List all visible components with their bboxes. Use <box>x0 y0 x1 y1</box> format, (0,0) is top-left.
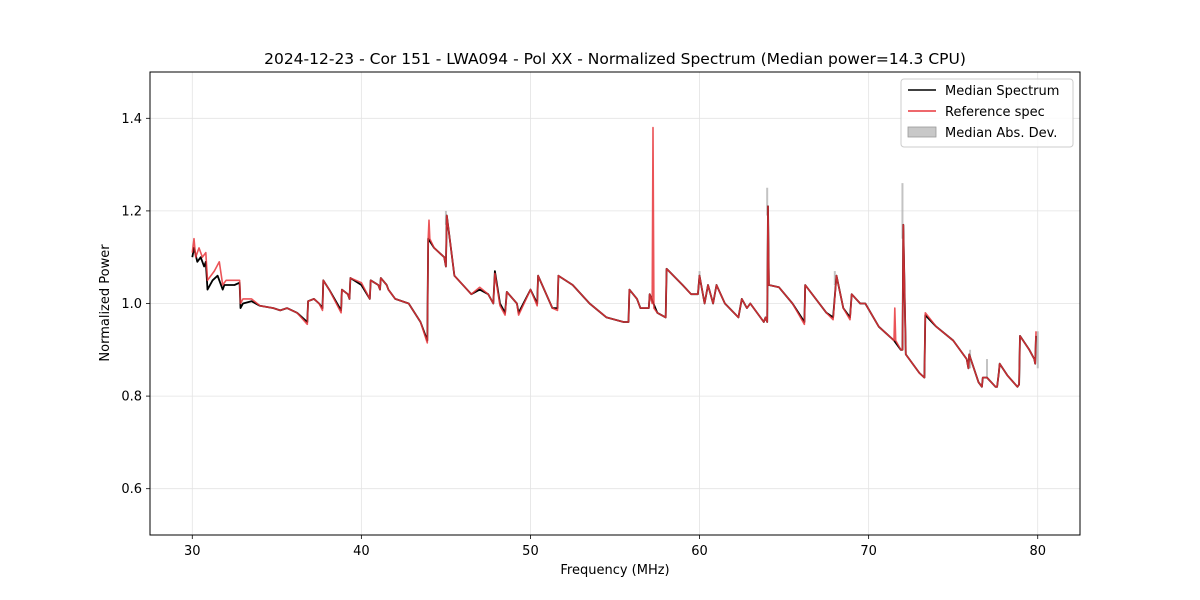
chart-title: 2024-12-23 - Cor 151 - LWA094 - Pol XX -… <box>264 50 966 68</box>
x-tick-label: 40 <box>353 544 370 559</box>
legend-box <box>900 78 1074 148</box>
legend-swatch-mad <box>907 126 937 138</box>
x-tick-label: 80 <box>1029 544 1046 559</box>
y-axis-label: Normalized Power <box>98 244 113 362</box>
y-tick-label: 1.0 <box>121 297 142 312</box>
y-tick-label: 0.8 <box>121 390 142 405</box>
legend-label-reference: Reference spec <box>945 105 1045 120</box>
y-tick-label: 1.2 <box>121 204 142 219</box>
series-layer <box>191 126 1037 388</box>
x-tick-label: 60 <box>691 544 708 559</box>
legend: Median Spectrum Reference spec Median Ab… <box>900 78 1074 148</box>
legend-label-mad: Median Abs. Dev. <box>945 126 1057 141</box>
x-axis-label: Frequency (MHz) <box>560 563 669 578</box>
y-tick-label: 0.6 <box>121 482 142 497</box>
axis-ticks: 30 40 50 60 70 80 0.6 0.8 1.0 1.2 1.4 <box>121 112 1046 559</box>
x-tick-label: 50 <box>522 544 539 559</box>
x-tick-label: 70 <box>860 544 877 559</box>
x-tick-label: 30 <box>184 544 201 559</box>
y-tick-label: 1.4 <box>121 112 142 127</box>
legend-label-median: Median Spectrum <box>945 84 1059 99</box>
reference-spectrum-line <box>191 126 1037 388</box>
